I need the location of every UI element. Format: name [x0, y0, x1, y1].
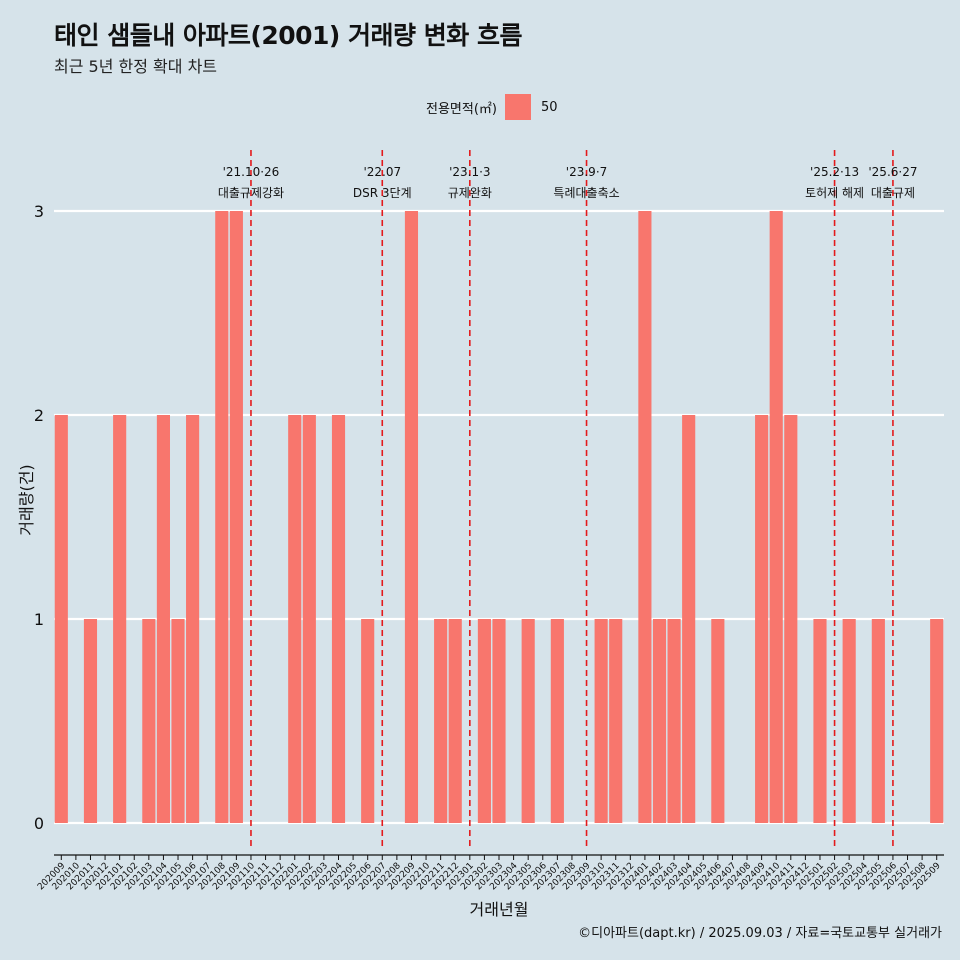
bar — [215, 211, 229, 823]
annotation-date: '25.6·27 — [868, 165, 917, 179]
bar — [550, 619, 564, 823]
annotation-text: 대출규제 — [871, 186, 915, 200]
legend-title: 전용면적(㎡) — [426, 101, 497, 117]
bar — [448, 619, 462, 823]
annotation-date: '23.1·3 — [449, 165, 490, 179]
bar — [288, 415, 302, 823]
bar — [477, 619, 491, 823]
bar — [813, 619, 827, 823]
bar — [229, 211, 243, 823]
bar — [83, 619, 98, 823]
annotation-date: '23.9·7 — [566, 165, 607, 179]
chart-title: 태인 샘들내 아파트(2001) 거래량 변화 흐름 — [54, 21, 522, 50]
y-tick-label: 3 — [34, 202, 44, 221]
annotation-date: '25.2·13 — [810, 165, 859, 179]
bar — [331, 415, 346, 823]
y-tick-label: 2 — [34, 406, 44, 425]
bar — [784, 415, 798, 823]
bar — [521, 619, 535, 823]
bar — [156, 415, 170, 823]
legend-swatch — [504, 94, 531, 120]
bar — [113, 415, 127, 823]
source-caption: ©디아파트(dapt.kr) / 2025.09.03 / 자료=국토교통부 실… — [578, 926, 942, 941]
legend-label: 50 — [540, 99, 558, 115]
bar — [769, 211, 783, 823]
annotation-text: 대출규제강화 — [218, 186, 284, 200]
bar — [361, 619, 375, 823]
bar — [842, 619, 856, 823]
annotation-date: '21.10·26 — [223, 165, 280, 179]
legend: 전용면적(㎡) 50 — [426, 94, 558, 120]
bar — [871, 619, 885, 823]
bar — [667, 619, 681, 823]
bar — [142, 619, 156, 823]
bar — [711, 619, 725, 823]
y-axis-label: 거래량(건) — [17, 464, 36, 535]
bar — [404, 211, 419, 823]
bar — [682, 415, 696, 823]
bar — [594, 619, 608, 823]
bar — [434, 619, 448, 823]
y-tick-label: 0 — [34, 814, 44, 833]
annotation-date: '22.07 — [363, 165, 401, 179]
bar — [302, 415, 316, 823]
x-axis-label: 거래년월 — [470, 900, 529, 919]
bar — [186, 415, 200, 823]
annotation-text: 토허제 해제 — [805, 186, 864, 200]
bar — [54, 415, 68, 823]
bar — [755, 415, 769, 823]
bar — [652, 619, 667, 823]
bar — [492, 619, 506, 823]
annotation-text: 규제완화 — [448, 186, 492, 200]
bar — [638, 211, 652, 823]
bar — [930, 619, 944, 823]
y-tick-label: 1 — [34, 610, 44, 629]
bar — [171, 619, 185, 823]
chart-subtitle: 최근 5년 한정 확대 차트 — [54, 57, 218, 76]
annotation-text: DSR 3단계 — [353, 186, 412, 200]
bar — [609, 619, 623, 823]
annotation-text: 특례대출축소 — [553, 186, 619, 200]
